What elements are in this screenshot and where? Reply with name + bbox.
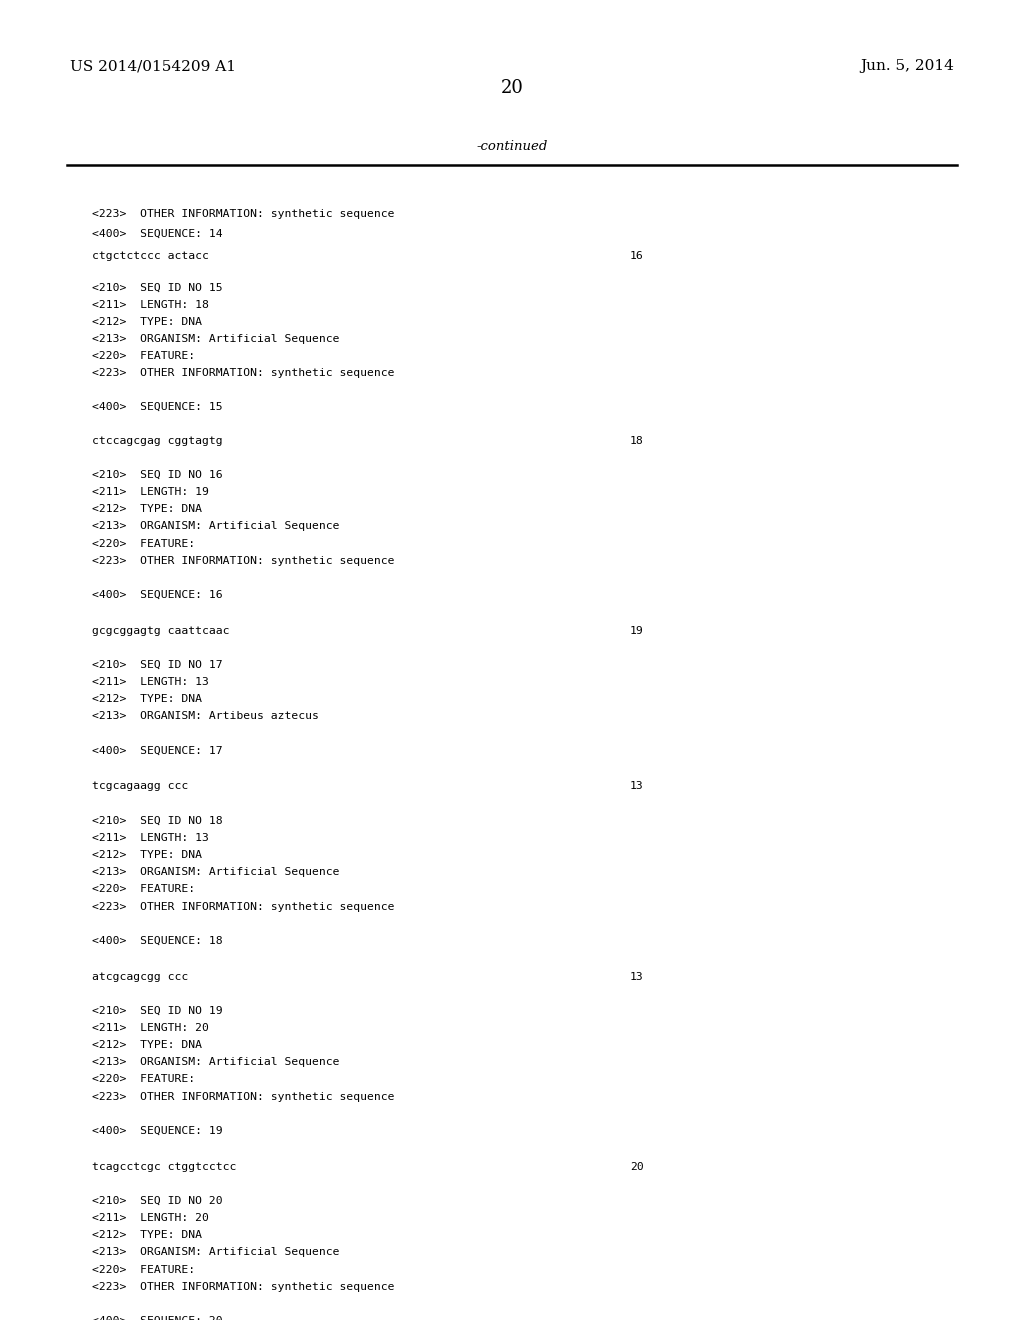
Text: <213>  ORGANISM: Artificial Sequence: <213> ORGANISM: Artificial Sequence — [92, 1247, 340, 1258]
Text: <210>  SEQ ID NO 15: <210> SEQ ID NO 15 — [92, 282, 223, 293]
Text: <400>  SEQUENCE: 14: <400> SEQUENCE: 14 — [92, 228, 223, 239]
Text: <211>  LENGTH: 19: <211> LENGTH: 19 — [92, 487, 209, 498]
Text: <400>  SEQUENCE: 17: <400> SEQUENCE: 17 — [92, 746, 223, 756]
Text: gcgcggagtg caattcaac: gcgcggagtg caattcaac — [92, 626, 229, 636]
Text: <212>  TYPE: DNA: <212> TYPE: DNA — [92, 1230, 202, 1241]
Text: <212>  TYPE: DNA: <212> TYPE: DNA — [92, 317, 202, 327]
Text: <213>  ORGANISM: Artificial Sequence: <213> ORGANISM: Artificial Sequence — [92, 334, 340, 345]
Text: <220>  FEATURE:: <220> FEATURE: — [92, 539, 196, 549]
Text: atcgcagcgg ccc: atcgcagcgg ccc — [92, 972, 188, 982]
Text: <211>  LENGTH: 13: <211> LENGTH: 13 — [92, 833, 209, 843]
Text: Jun. 5, 2014: Jun. 5, 2014 — [860, 59, 954, 74]
Text: 13: 13 — [630, 972, 643, 982]
Text: <220>  FEATURE:: <220> FEATURE: — [92, 1074, 196, 1085]
Text: <210>  SEQ ID NO 16: <210> SEQ ID NO 16 — [92, 470, 223, 480]
Text: <213>  ORGANISM: Artificial Sequence: <213> ORGANISM: Artificial Sequence — [92, 867, 340, 878]
Text: <210>  SEQ ID NO 17: <210> SEQ ID NO 17 — [92, 660, 223, 671]
Text: <223>  OTHER INFORMATION: synthetic sequence: <223> OTHER INFORMATION: synthetic seque… — [92, 1282, 394, 1292]
Text: <211>  LENGTH: 18: <211> LENGTH: 18 — [92, 300, 209, 310]
Text: <211>  LENGTH: 20: <211> LENGTH: 20 — [92, 1213, 209, 1224]
Text: <400>  SEQUENCE: 15: <400> SEQUENCE: 15 — [92, 401, 223, 412]
Text: <223>  OTHER INFORMATION: synthetic sequence: <223> OTHER INFORMATION: synthetic seque… — [92, 902, 394, 912]
Text: <211>  LENGTH: 13: <211> LENGTH: 13 — [92, 677, 209, 688]
Text: <223>  OTHER INFORMATION: synthetic sequence: <223> OTHER INFORMATION: synthetic seque… — [92, 1092, 394, 1102]
Text: ctccagcgag cggtagtg: ctccagcgag cggtagtg — [92, 436, 223, 446]
Text: <212>  TYPE: DNA: <212> TYPE: DNA — [92, 850, 202, 861]
Text: 19: 19 — [630, 626, 643, 636]
Text: ctgctctccc actacc: ctgctctccc actacc — [92, 251, 209, 261]
Text: 16: 16 — [630, 251, 643, 261]
Text: US 2014/0154209 A1: US 2014/0154209 A1 — [70, 59, 236, 74]
Text: <223>  OTHER INFORMATION: synthetic sequence: <223> OTHER INFORMATION: synthetic seque… — [92, 556, 394, 566]
Text: <212>  TYPE: DNA: <212> TYPE: DNA — [92, 694, 202, 705]
Text: <213>  ORGANISM: Artificial Sequence: <213> ORGANISM: Artificial Sequence — [92, 521, 340, 532]
Text: <210>  SEQ ID NO 20: <210> SEQ ID NO 20 — [92, 1196, 223, 1206]
Text: <213>  ORGANISM: Artificial Sequence: <213> ORGANISM: Artificial Sequence — [92, 1057, 340, 1068]
Text: <210>  SEQ ID NO 19: <210> SEQ ID NO 19 — [92, 1006, 223, 1016]
Text: -continued: -continued — [476, 140, 548, 153]
Text: <223>  OTHER INFORMATION: synthetic sequence: <223> OTHER INFORMATION: synthetic seque… — [92, 209, 394, 219]
Text: 20: 20 — [630, 1162, 643, 1172]
Text: <212>  TYPE: DNA: <212> TYPE: DNA — [92, 504, 202, 515]
Text: <400>  SEQUENCE: 19: <400> SEQUENCE: 19 — [92, 1126, 223, 1137]
Text: <212>  TYPE: DNA: <212> TYPE: DNA — [92, 1040, 202, 1051]
Text: <213>  ORGANISM: Artibeus aztecus: <213> ORGANISM: Artibeus aztecus — [92, 711, 319, 722]
Text: <400>  SEQUENCE: 18: <400> SEQUENCE: 18 — [92, 936, 223, 946]
Text: <220>  FEATURE:: <220> FEATURE: — [92, 1265, 196, 1275]
Text: 13: 13 — [630, 781, 643, 792]
Text: <210>  SEQ ID NO 18: <210> SEQ ID NO 18 — [92, 816, 223, 826]
Text: <220>  FEATURE:: <220> FEATURE: — [92, 351, 196, 362]
Text: <400>  SEQUENCE: 16: <400> SEQUENCE: 16 — [92, 590, 223, 601]
Text: <223>  OTHER INFORMATION: synthetic sequence: <223> OTHER INFORMATION: synthetic seque… — [92, 368, 394, 379]
Text: <220>  FEATURE:: <220> FEATURE: — [92, 884, 196, 895]
Text: tcagcctcgc ctggtcctcc: tcagcctcgc ctggtcctcc — [92, 1162, 237, 1172]
Text: tcgcagaagg ccc: tcgcagaagg ccc — [92, 781, 188, 792]
Text: 20: 20 — [501, 79, 523, 98]
Text: 18: 18 — [630, 436, 643, 446]
Text: <400>  SEQUENCE: 20: <400> SEQUENCE: 20 — [92, 1316, 223, 1320]
Text: <211>  LENGTH: 20: <211> LENGTH: 20 — [92, 1023, 209, 1034]
